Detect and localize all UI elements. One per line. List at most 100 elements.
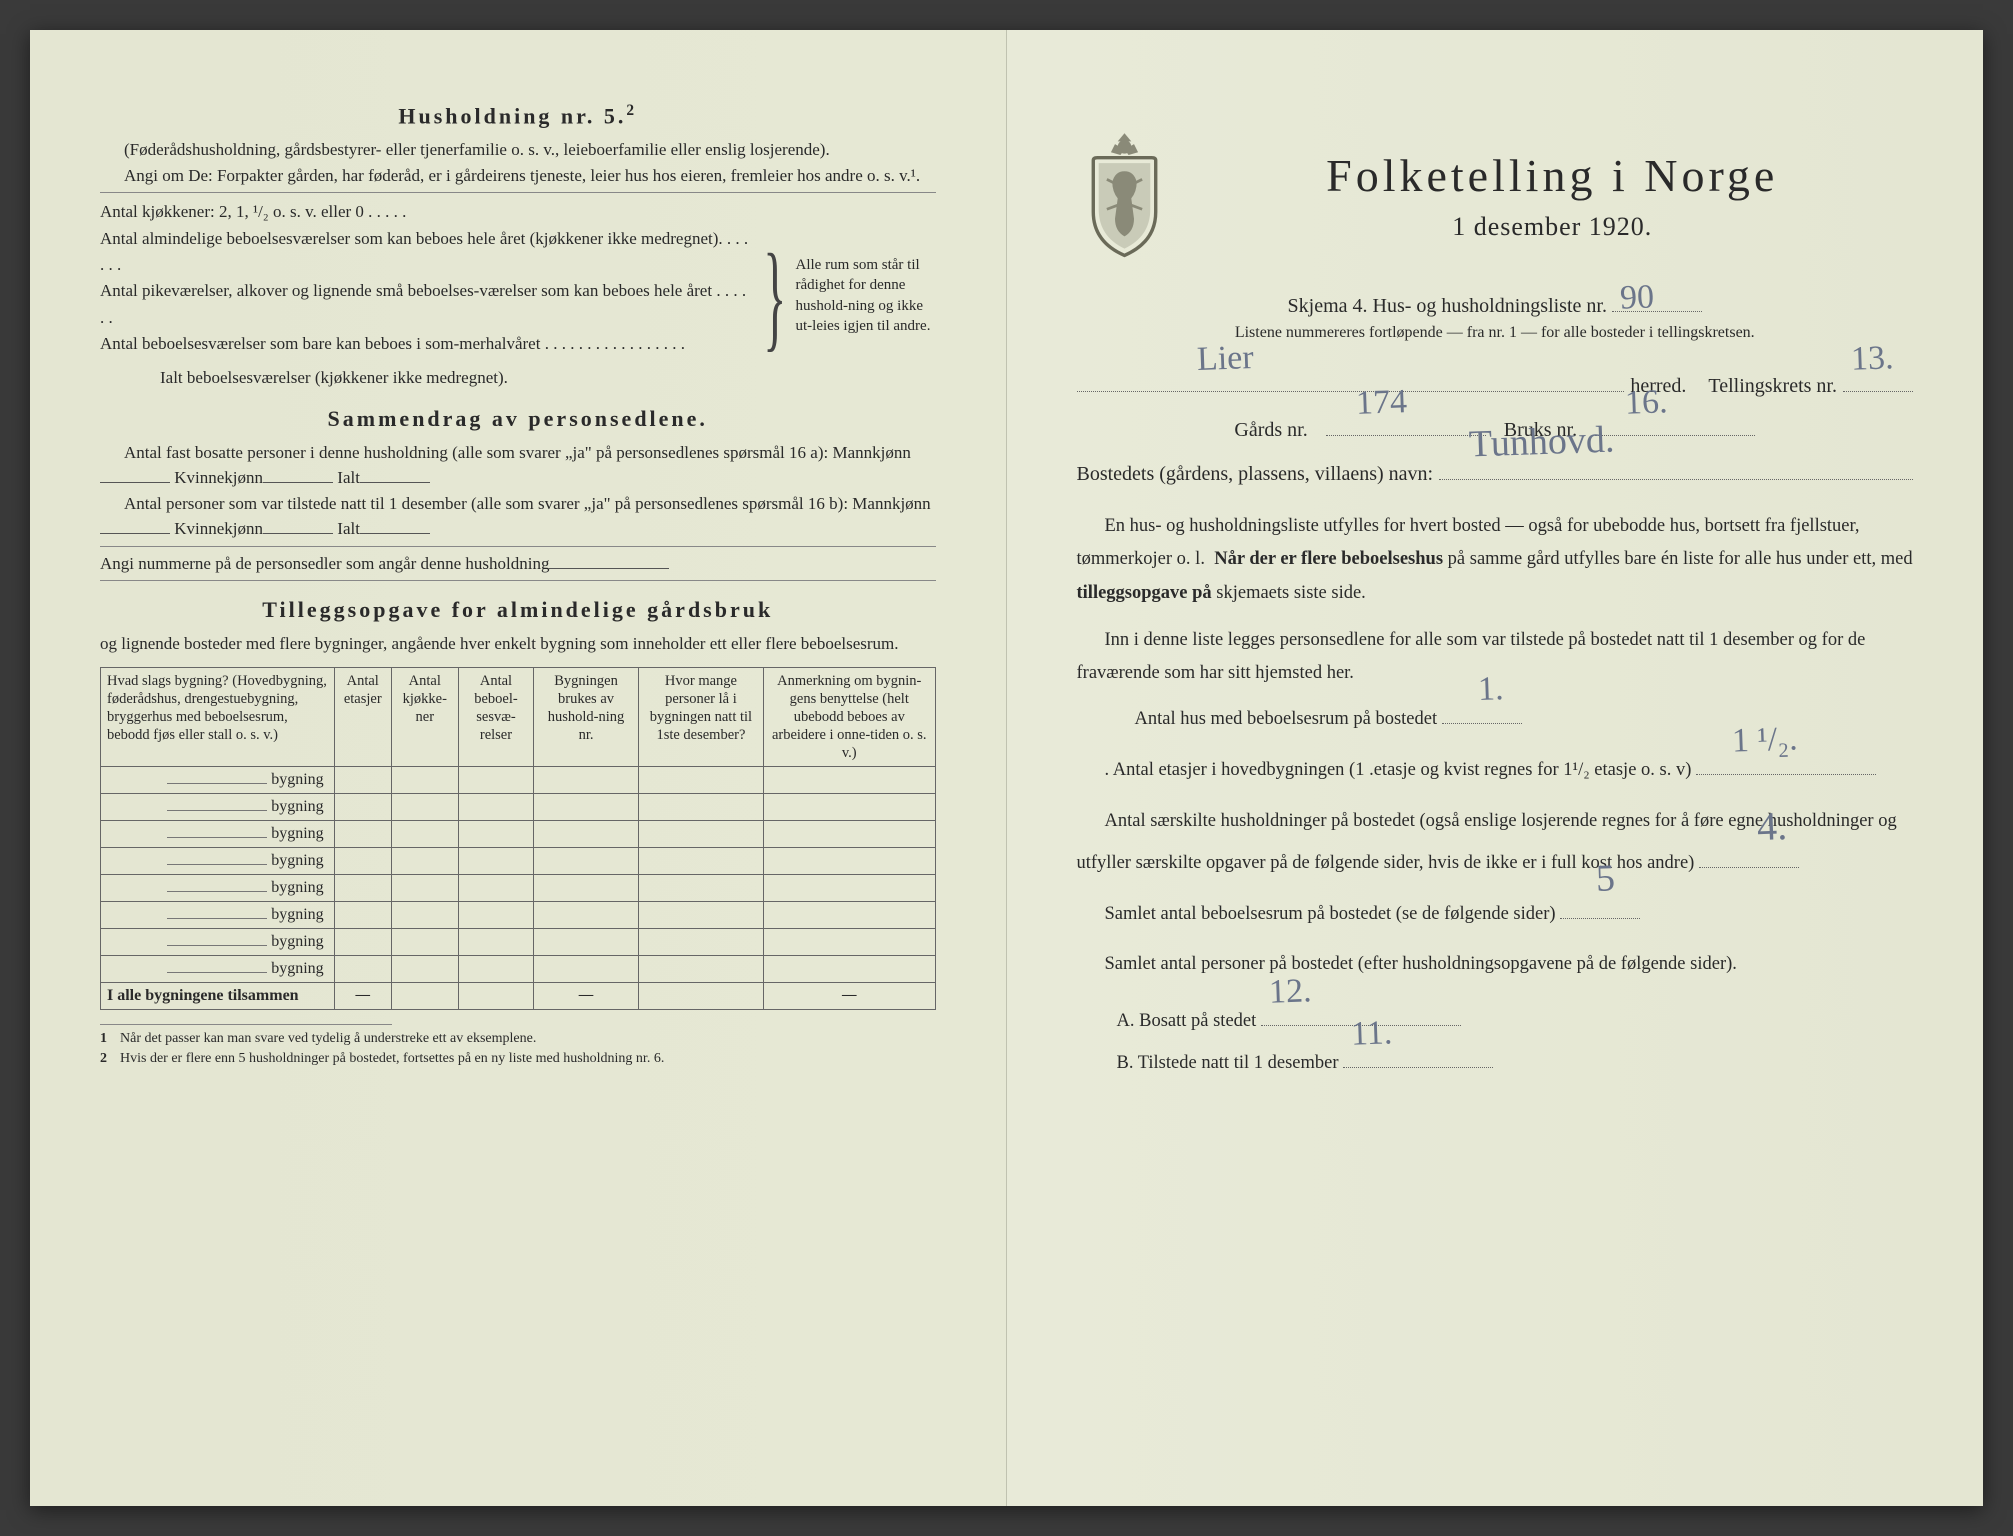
th-4: Bygningen brukes av hushold-ning nr. [534, 667, 639, 767]
fn2-text: Hvis der er flere enn 5 husholdninger på… [120, 1051, 664, 1066]
q4-field: 5 [1560, 896, 1640, 918]
para1-bold1: Når der er flere beboelseshus [1214, 549, 1443, 569]
intro-2: Angi om De: Forpakter gården, har føderå… [100, 163, 936, 189]
subtitle: 1 desember 1920. [1192, 212, 1914, 242]
brace-line-3: Antal pikeværelser, alkover og lignende … [100, 278, 754, 331]
row-label-cell: bygning [101, 929, 335, 956]
empty-cell [764, 767, 935, 794]
herred-line: Lier herred. Tellingskrets nr. 13. [1077, 364, 1914, 408]
q3-field: 4. [1699, 846, 1799, 868]
table-foot: I alle bygningene tilsammen — — — [101, 983, 936, 1010]
tillegg-title: Tilleggsopgave for almindelige gårdsbruk [100, 597, 936, 623]
th-6: Anmerkning om bygnin-gens benyttelse (he… [764, 667, 935, 767]
coat-of-arms-icon [1077, 130, 1172, 260]
blank [263, 517, 333, 534]
empty-cell [534, 875, 639, 902]
table-row: bygning [101, 929, 936, 956]
table-header-row: Hvad slags bygning? (Hovedbygning, føder… [101, 667, 936, 767]
gards-label: Gårds nr. [1234, 408, 1307, 452]
empty-cell [458, 902, 533, 929]
empty-cell [764, 794, 935, 821]
th-2: Antal kjøkke-ner [391, 667, 458, 767]
rule [100, 1024, 392, 1025]
brace-line-5: Ialt beboelsesværelser (kjøkkener ikke m… [100, 365, 754, 391]
brace-left-lines: Antal kjøkkener: 2, 1, ¹/₂ o. s. v. elle… [100, 199, 754, 391]
samm-p3: Angi nummerne på de personsedler som ang… [100, 551, 936, 577]
qB-label: B. Tilstede natt til 1 desember [1117, 1053, 1339, 1073]
empty-cell [391, 902, 458, 929]
empty-cell [334, 929, 391, 956]
table-footer-row: I alle bygningene tilsammen — — — [101, 983, 936, 1010]
empty-cell [391, 875, 458, 902]
tk-field: 13. [1843, 368, 1913, 392]
ab-block: A. Bosatt på stedet 12. B. Tilstede natt… [1117, 1000, 1914, 1085]
table-row: bygning [101, 902, 936, 929]
q4-value: 5 [1567, 835, 1617, 924]
row-label-cell: bygning [101, 902, 335, 929]
empty-cell [391, 794, 458, 821]
empty-cell [534, 902, 639, 929]
q2-value: 1 ¹/₂. [1703, 700, 1799, 781]
empty-cell [334, 767, 391, 794]
fn1-text: Når det passer kan man svare ved tydelig… [120, 1031, 536, 1046]
schema-label: Skjema 4. Hus- og husholdningsliste nr. [1288, 295, 1607, 317]
q1-text: Antal hus med beboelsesrum på bostedet [1135, 709, 1438, 729]
empty-cell [334, 848, 391, 875]
empty-cell [334, 794, 391, 821]
footer-cell [638, 983, 763, 1010]
bygning-table: Hvad slags bygning? (Hovedbygning, føder… [100, 667, 936, 1011]
gards-value: 174 [1354, 365, 1408, 442]
empty-cell [764, 956, 935, 983]
empty-cell [334, 821, 391, 848]
q3-value: 4. [1727, 780, 1788, 874]
footer-cell [391, 983, 458, 1010]
row-label-cell: bygning [101, 821, 335, 848]
table-row: bygning [101, 956, 936, 983]
tk-value: 13. [1850, 321, 1895, 397]
footer-cell: — [534, 983, 639, 1010]
th-1: Antal etasjer [334, 667, 391, 767]
empty-cell [458, 821, 533, 848]
tk-label: Tellingskrets nr. [1708, 364, 1837, 408]
samm-p3-text: Angi nummerne på de personsedler som ang… [100, 554, 549, 573]
schema-line: Skjema 4. Hus- og husholdningsliste nr. … [1077, 288, 1914, 318]
table-row: bygning [101, 821, 936, 848]
samm-p2: Antal personer som var tilstede natt til… [100, 491, 936, 542]
empty-cell [334, 875, 391, 902]
qB-line: B. Tilstede natt til 1 desember 11. [1117, 1042, 1914, 1085]
row-label-cell: bygning [101, 794, 335, 821]
empty-cell [764, 929, 935, 956]
samm-kv: Kvinnekjønn [174, 468, 263, 487]
empty-cell [534, 767, 639, 794]
empty-cell [638, 767, 763, 794]
table-body: bygning bygning bygning bygning bygning … [101, 767, 936, 983]
q5-line: Samlet antal personer på bostedet (efter… [1077, 943, 1914, 986]
husholdning-title: Husholdning nr. 5.2 [100, 102, 936, 129]
form-block: Lier herred. Tellingskrets nr. 13. Gårds… [1077, 364, 1914, 496]
empty-cell [534, 848, 639, 875]
intro-1: (Føderådshusholdning, gårdsbestyrer- ell… [100, 137, 936, 163]
empty-cell [638, 929, 763, 956]
blank [100, 466, 170, 483]
row-label-cell: bygning [101, 875, 335, 902]
table-head: Hvad slags bygning? (Hovedbygning, føder… [101, 667, 936, 767]
empty-cell [638, 875, 763, 902]
blank [360, 517, 430, 534]
samm-p2-text: Antal personer som var tilstede natt til… [124, 494, 931, 513]
blank [100, 517, 170, 534]
title-row: Folketelling i Norge 1 desember 1920. [1077, 130, 1914, 260]
empty-cell [534, 794, 639, 821]
samm-kv2: Kvinnekjønn [174, 519, 263, 538]
q2-text: . Antal etasjer i hovedbygningen (1 .eta… [1105, 760, 1692, 780]
bosted-field: Tunhovd. [1439, 456, 1913, 480]
table-row: bygning [101, 767, 936, 794]
bosted-value: Tunhovd. [1468, 399, 1616, 488]
footer-label: I alle bygningene tilsammen [101, 983, 335, 1010]
qA-label: A. Bosatt på stedet [1117, 1011, 1257, 1031]
gards-field: 174 [1326, 412, 1486, 436]
samm-p1-text: Antal fast bosatte personer i denne hush… [124, 443, 911, 462]
blank [549, 552, 669, 569]
brace-line-1: Antal kjøkkener: 2, 1, ¹/₂ o. s. v. elle… [100, 199, 754, 225]
qB-field: 11. [1343, 1046, 1493, 1068]
q1-field: 1. [1442, 702, 1522, 724]
